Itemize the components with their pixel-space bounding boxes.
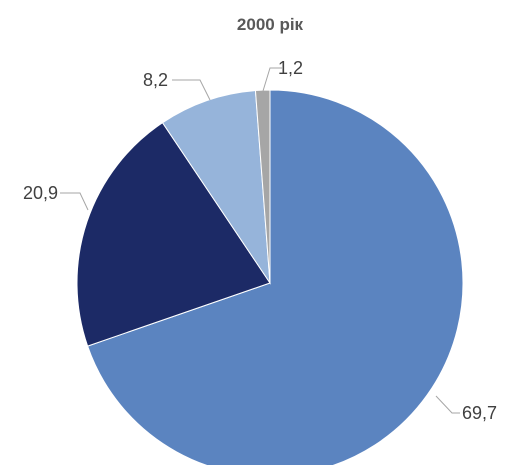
data-label-4: 1,2 — [278, 58, 303, 78]
leader-line-3 — [172, 79, 211, 101]
pie-slice-2 — [76, 121, 271, 347]
leader-line-4 — [262, 67, 282, 92]
data-labels: 69,7 20,9 8,2 1,2 — [23, 58, 497, 423]
data-label-2: 20,9 — [23, 183, 58, 203]
leader-lines — [60, 67, 460, 414]
data-label-1: 69,7 — [462, 403, 497, 423]
pie-slice-1 — [86, 89, 464, 465]
leader-line-2 — [60, 192, 89, 211]
chart-title: 2000 рік — [237, 15, 304, 34]
pie-slice-4 — [254, 89, 271, 284]
leader-line-1 — [435, 395, 460, 414]
data-label-3: 8,2 — [143, 70, 168, 90]
pie-slice-3 — [161, 90, 271, 285]
pie-slices — [76, 89, 464, 465]
